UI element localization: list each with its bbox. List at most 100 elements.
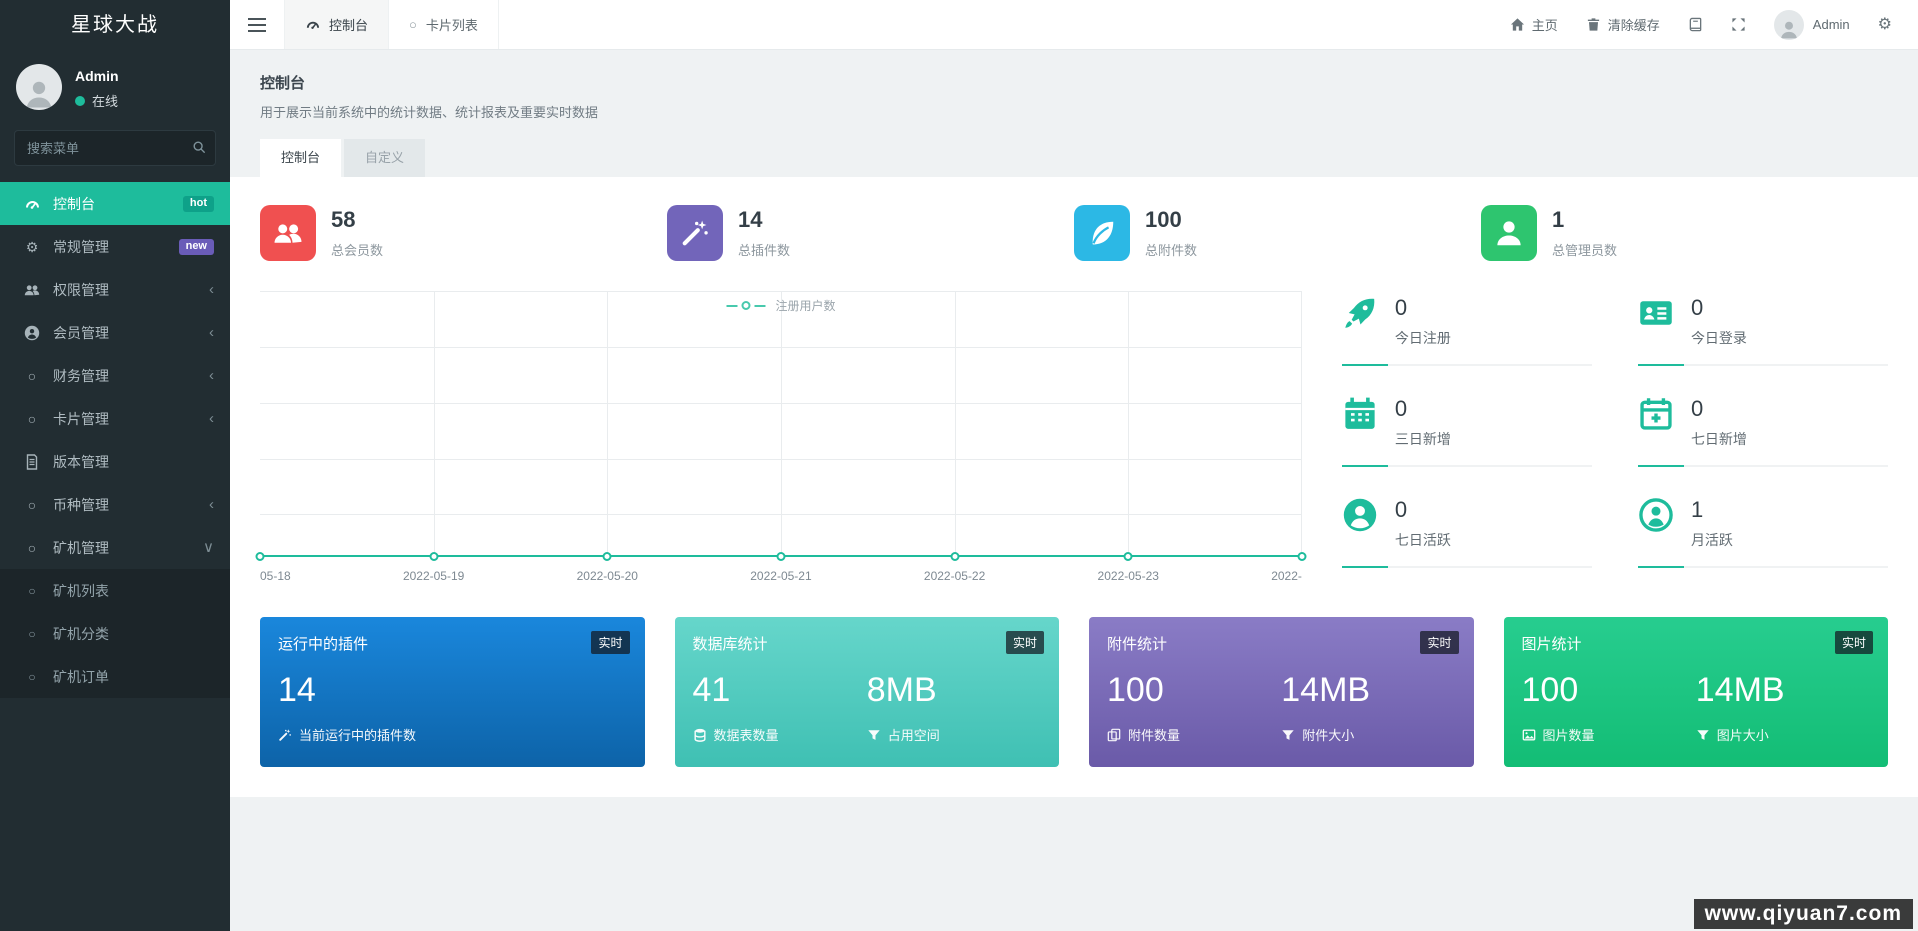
avatar (1773, 9, 1804, 40)
app-brand: 星球大战 (71, 14, 159, 36)
magic-wand-icon (278, 728, 292, 742)
x-tick: 2022-05-20 (576, 569, 638, 583)
circle-o-icon: ○ (28, 583, 36, 598)
chart-legend[interactable]: 注册用户数 (726, 297, 835, 314)
circle-o-icon: ○ (409, 17, 417, 32)
image-icon (1522, 728, 1536, 742)
file-text-icon (22, 454, 42, 470)
copy-icon (1107, 728, 1121, 742)
chart-point (255, 552, 265, 561)
sidebar-toggle-button[interactable] (230, 0, 284, 49)
chart-point (602, 552, 612, 561)
legend-marker-icon (741, 301, 751, 310)
sidebar-item-finance[interactable]: ○ 财务管理 ‹ (0, 354, 230, 397)
page-header: 控制台 用于展示当前系统中的统计数据、统计报表及重要实时数据 (230, 50, 1918, 133)
home-button[interactable]: 主页 (1510, 15, 1558, 34)
topbar-actions: 主页 清除缓存 Admin ⚙ (1510, 0, 1918, 49)
sidebar: 星球大战 Admin 在线 控制台 hot ⚙ 常规管理 new 权限管理 ‹ … (0, 0, 230, 931)
circle-o-icon: ○ (28, 626, 36, 641)
search-icon[interactable] (192, 140, 206, 154)
sidebar-item-members[interactable]: 会员管理 ‹ (0, 311, 230, 354)
language-button[interactable] (1688, 17, 1703, 32)
filter-icon (1281, 728, 1295, 742)
chart-point (1297, 552, 1307, 561)
tab-dashboard[interactable]: 控制台 (260, 139, 342, 177)
x-tick: 2022-05-24 (1271, 569, 1302, 583)
user-menu[interactable]: Admin (1773, 9, 1850, 40)
sidebar-menu: 控制台 hot ⚙ 常规管理 new 权限管理 ‹ 会员管理 ‹ ○ 财务管理 … (0, 182, 230, 698)
users-icon (260, 205, 316, 261)
mini-stat-month-active: 1 月活跃 (1637, 497, 1888, 568)
panel-tabs: 控制台 自定义 (230, 139, 1918, 177)
rocket-icon (1342, 295, 1378, 331)
stats-row: 58 总会员数 14 总插件数 100 总附件数 1 总管理员数 (260, 205, 1888, 261)
sidebar-item-miner-list[interactable]: ○ 矿机列表 (0, 569, 230, 612)
sidebar-item-versions[interactable]: 版本管理 (0, 440, 230, 483)
page-subtitle: 用于展示当前系统中的统计数据、统计报表及重要实时数据 (260, 105, 599, 120)
new-badge: new (178, 238, 214, 255)
page-title: 控制台 (260, 75, 306, 92)
topbar-tab-dashboard[interactable]: 控制台 (284, 0, 390, 49)
topbar: 控制台 ○ 卡片列表 主页 清除缓存 Admin ⚙ (230, 0, 1918, 50)
calendar-plus-icon (1638, 396, 1674, 432)
sidebar-item-cards[interactable]: ○ 卡片管理 ‹ (0, 397, 230, 440)
circle-o-icon: ○ (27, 496, 37, 513)
sidebar-item-miner-orders[interactable]: ○ 矿机订单 (0, 655, 230, 698)
chart-plot-area: 注册用户数 (255, 291, 1307, 561)
tab-custom[interactable]: 自定义 (344, 139, 426, 177)
user-circle-outline-icon (1638, 497, 1674, 533)
sidebar-item-currency[interactable]: ○ 币种管理 ‹ (0, 483, 230, 526)
language-book-icon (1688, 17, 1703, 32)
main-content: 控制台 用于展示当前系统中的统计数据、统计报表及重要实时数据 控制台 自定义 5… (230, 50, 1918, 931)
settings-button[interactable]: ⚙ (1878, 16, 1892, 33)
search-input[interactable] (14, 130, 216, 166)
stat-total-members: 58 总会员数 (260, 205, 667, 261)
sidebar-item-dashboard[interactable]: 控制台 hot (0, 182, 230, 225)
x-tick: 2022-05-21 (750, 569, 812, 583)
user-name: Admin (75, 68, 119, 84)
magic-wand-icon (667, 205, 723, 261)
circle-o-icon: ○ (27, 410, 37, 427)
circle-o-icon: ○ (28, 669, 36, 684)
chevron-left-icon: ‹ (209, 281, 214, 298)
gears-icon: ⚙ (25, 238, 39, 255)
mini-stat-today-register: 0 今日注册 (1341, 295, 1592, 366)
avatar (16, 64, 62, 110)
sidebar-item-miners[interactable]: ○ 矿机管理 ∨ (0, 526, 230, 569)
gauge-icon (22, 196, 42, 212)
database-icon (693, 728, 707, 742)
mini-stats-panel: 0 今日注册 0 今日登录 0 三日新增 0 七日新增 (1302, 291, 1888, 587)
mini-stat-today-login: 0 今日登录 (1637, 295, 1888, 366)
user-status: 在线 (75, 91, 119, 110)
topbar-tab-card-list[interactable]: ○ 卡片列表 (389, 0, 499, 49)
x-tick: 2022-05-19 (402, 569, 465, 583)
x-tick: 2022-05-23 (1097, 569, 1159, 583)
online-dot-icon (75, 95, 85, 106)
users-icon (22, 282, 42, 298)
mini-stat-7day-active: 0 七日活跃 (1341, 497, 1592, 568)
realtime-badge: 实时 (1420, 631, 1459, 654)
stat-total-admins: 1 总管理员数 (1481, 205, 1888, 261)
clear-cache-button[interactable]: 清除缓存 (1586, 15, 1660, 34)
chevron-left-icon: ‹ (209, 367, 214, 384)
card-attachment-stats: 附件统计 实时 100 附件数量 14MB 附件大小 (1089, 617, 1474, 767)
sidebar-item-permissions[interactable]: 权限管理 ‹ (0, 268, 230, 311)
filter-icon (867, 728, 881, 742)
realtime-badge: 实时 (591, 631, 630, 654)
sidebar-item-general[interactable]: ⚙ 常规管理 new (0, 225, 230, 268)
fullscreen-button[interactable] (1731, 17, 1746, 32)
chevron-left-icon: ‹ (209, 410, 214, 427)
chart-point (1123, 552, 1133, 561)
realtime-badge: 实时 (1005, 631, 1044, 654)
circle-o-icon: ○ (27, 539, 37, 556)
realtime-badge: 实时 (1834, 631, 1873, 654)
card-running-plugins: 运行中的插件 实时 14 当前运行中的插件数 (260, 617, 645, 767)
summary-cards: 运行中的插件 实时 14 当前运行中的插件数 数据库统计 实时 41 数据表数量 (260, 617, 1888, 767)
chart-point (776, 552, 786, 561)
user-icon (1481, 205, 1537, 261)
sidebar-item-miner-category[interactable]: ○ 矿机分类 (0, 612, 230, 655)
card-image-stats: 图片统计 实时 100 图片数量 14MB 图片大小 (1503, 617, 1888, 767)
id-card-icon (1638, 295, 1674, 331)
site-watermark: www.qiyuan7.com (1693, 899, 1913, 929)
user-circle-icon (1342, 497, 1378, 533)
